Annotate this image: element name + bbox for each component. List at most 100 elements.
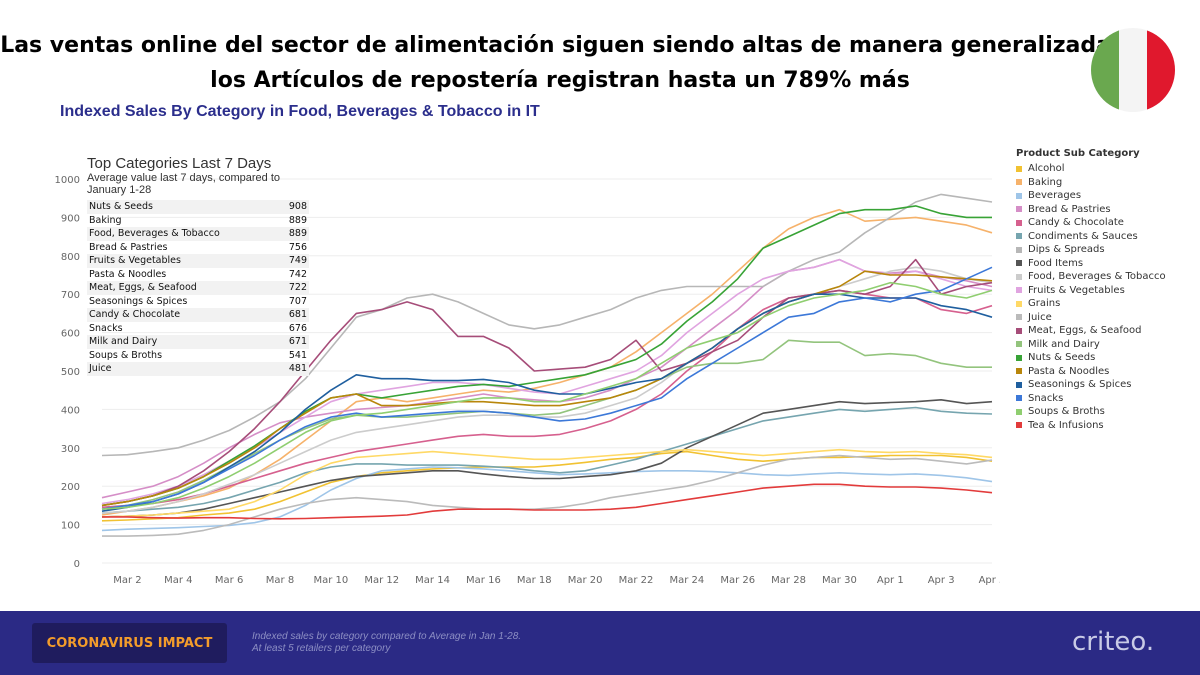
top-category-name: Seasonings & Spices [89, 295, 188, 307]
series-line [101, 266, 993, 514]
legend-item: Nuts & Seeds [1016, 351, 1166, 365]
top-category-row: Milk and Dairy 671 [87, 335, 309, 349]
y-tick-label: 500 [61, 367, 80, 378]
legend-label: Food, Beverages & Tobacco [1028, 271, 1166, 283]
y-tick-label: 200 [61, 482, 80, 493]
top-category-value: 908 [288, 201, 307, 213]
legend-label: Seasonings & Spices [1028, 379, 1132, 391]
legend-label: Nuts & Seeds [1028, 352, 1096, 364]
footnote-line-1: Indexed sales by category compared to Av… [252, 631, 522, 642]
legend-item: Meat, Eggs, & Seafood [1016, 324, 1166, 338]
top-category-value: 742 [288, 268, 307, 280]
top-category-value: 481 [288, 363, 307, 375]
top-category-row: Soups & Broths 541 [87, 349, 309, 363]
series-line [101, 399, 993, 518]
series-line [101, 266, 993, 510]
top-category-value: 681 [288, 309, 307, 321]
legend-label: Alcohol [1028, 163, 1065, 175]
y-tick-label: 0 [74, 559, 80, 570]
legend-item: Juice [1016, 311, 1166, 325]
legend-swatch [1016, 341, 1022, 348]
x-tick-label: Mar 10 [313, 575, 348, 586]
series-line [102, 483, 993, 520]
top-category-value: 676 [288, 322, 307, 334]
x-tick-label: Mar 4 [164, 575, 192, 586]
x-tick-label: Mar 14 [415, 575, 450, 586]
top-category-row: Bread & Pastries 756 [87, 241, 309, 255]
y-tick-label: 700 [61, 290, 80, 301]
x-tick-label: Apr 3 [928, 575, 955, 586]
coronavirus-impact-badge: CORONAVIRUS IMPACT [32, 623, 227, 663]
legend-swatch [1016, 422, 1022, 429]
footnote-line-2: At least 5 retailers per category [252, 643, 391, 654]
legend-swatch [1016, 206, 1022, 213]
footer: CORONAVIRUS IMPACT Indexed sales by cate… [0, 611, 1200, 675]
legend-item: Dips & Spreads [1016, 243, 1166, 257]
headline-line-1: Las ventas online del sector de alimenta… [0, 33, 1120, 58]
legend-swatch [1016, 260, 1022, 267]
top-category-value: 889 [288, 228, 307, 240]
legend-swatch [1016, 287, 1022, 294]
top-category-row: Baking 889 [87, 214, 309, 228]
x-tick-label: Mar 6 [215, 575, 243, 586]
legend-item: Soups & Broths [1016, 405, 1166, 419]
italy-flag-icon [1091, 28, 1175, 112]
legend-swatch [1016, 314, 1022, 321]
legend-swatch [1016, 233, 1022, 240]
top-category-row: Fruits & Vegetables 749 [87, 254, 309, 268]
top-category-row: Seasonings & Spices 707 [87, 295, 309, 309]
top-category-row: Snacks 676 [87, 322, 309, 336]
top-category-value: 749 [288, 255, 307, 267]
x-tick-label: Mar 20 [568, 575, 603, 586]
legend-item: Milk and Dairy [1016, 338, 1166, 352]
legend-swatch [1016, 246, 1022, 253]
series-line [101, 205, 992, 507]
legend-label: Fruits & Vegetables [1028, 284, 1125, 296]
top-category-name: Food, Beverages & Tobacco [89, 228, 220, 240]
legend-swatch [1016, 354, 1022, 361]
x-tick-label: Apr 5 [979, 575, 1000, 586]
legend-swatch [1016, 219, 1022, 226]
x-tick-label: Mar 18 [517, 575, 552, 586]
series-line [101, 193, 993, 457]
legend-item: Pasta & Noodles [1016, 365, 1166, 379]
legend-swatch [1016, 165, 1022, 172]
legend-item: Tea & Infusions [1016, 419, 1166, 433]
legend-swatch [1016, 381, 1022, 388]
top-category-name: Candy & Chocolate [89, 309, 181, 321]
legend-items: Alcohol Baking Beverages Bread & Pastries Ca… [1016, 162, 1166, 432]
series-line [101, 258, 993, 507]
legend-label: Snacks [1028, 392, 1064, 404]
legend-label: Tea & Infusions [1028, 419, 1104, 431]
x-tick-label: Mar 22 [619, 575, 654, 586]
line-chart: 0 100 200 300 400 500 600 700 800 900 1000 Mar 2 Mar… [55, 175, 1000, 586]
series-line [101, 339, 992, 510]
x-tick-label: Mar 26 [720, 575, 755, 586]
legend-label: Dips & Spreads [1028, 244, 1105, 256]
legend-label: Candy & Chocolate [1028, 217, 1124, 229]
legend-swatch [1016, 179, 1022, 186]
top-categories-panel: Top Categories Last 7 Days Average value… [87, 155, 309, 376]
legend-swatch [1016, 408, 1022, 415]
series-line [101, 450, 993, 522]
headline: Las ventas online del sector de alimenta… [0, 28, 1120, 98]
legend-swatch [1016, 300, 1022, 307]
top-category-name: Pasta & Noodles [89, 268, 167, 280]
criteo-logo: criteo. [1072, 627, 1155, 657]
top-category-row: Candy & Chocolate 681 [87, 308, 309, 322]
series-line [101, 281, 993, 510]
legend-item: Grains [1016, 297, 1166, 311]
top-category-name: Meat, Eggs, & Seafood [89, 282, 197, 294]
legend-title: Product Sub Category [1016, 148, 1140, 159]
legend-item: Fruits & Vegetables [1016, 284, 1166, 298]
y-tick-label: 300 [61, 444, 80, 455]
legend-label: Meat, Eggs, & Seafood [1028, 325, 1142, 337]
x-tick-label: Mar 12 [364, 575, 399, 586]
legend-swatch [1016, 395, 1022, 402]
y-tick-label: 100 [61, 521, 80, 532]
legend-item: Snacks [1016, 392, 1166, 406]
top-category-value: 707 [288, 295, 307, 307]
footnote: Indexed sales by category compared to Av… [252, 631, 521, 655]
legend-label: Milk and Dairy [1028, 338, 1100, 350]
legend: Product Sub Category Alcohol Baking Bevera… [1016, 148, 1166, 432]
